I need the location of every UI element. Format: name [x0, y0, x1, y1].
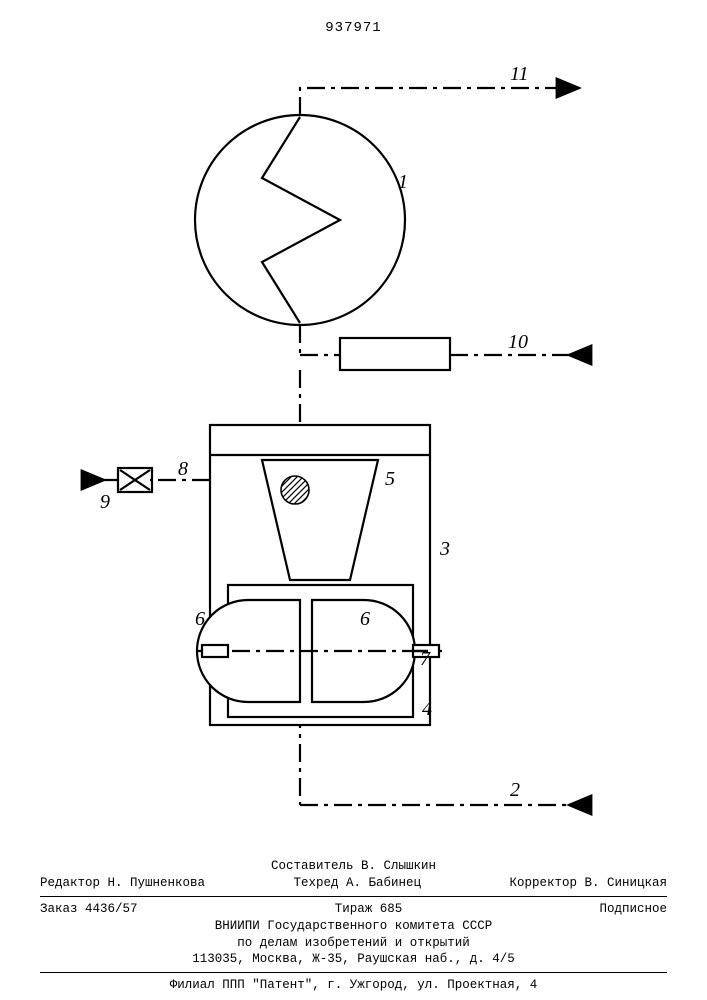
order-label: Заказ: [40, 902, 78, 916]
label-6b: 6: [360, 608, 370, 630]
org-line3: 113035, Москва, Ж-35, Раушская наб., д. …: [0, 951, 707, 968]
label-10: 10: [508, 331, 528, 353]
label-7: 7: [420, 648, 431, 670]
order-no: 4436/57: [85, 902, 138, 916]
label-4: 4: [422, 698, 432, 720]
org-line2: по делам изобретений и открытий: [0, 935, 707, 952]
label-1: 1: [398, 171, 408, 193]
tirazh-value: 685: [380, 902, 403, 916]
diagram: 1 11 10 5 3 4 7 6 6 8 9 2: [0, 0, 707, 830]
org-line1: ВНИИПИ Государственного комитета СССР: [0, 918, 707, 935]
label-3: 3: [439, 538, 450, 560]
compiler-label: Составитель: [271, 859, 354, 873]
techred-label: Техред: [293, 876, 338, 890]
label-8: 8: [178, 458, 188, 480]
patent-number: 937971: [0, 20, 707, 36]
tirazh-label: Тираж: [335, 902, 373, 916]
editor-label: Редактор: [40, 876, 100, 890]
label-11: 11: [510, 63, 529, 85]
branch-line: Филиал ППП "Патент", г. Ужгород, ул. Про…: [0, 977, 707, 994]
compiler-name: В. Слышкин: [361, 859, 436, 873]
podpisnoe: Подписное: [599, 901, 667, 918]
corrector-name: В. Синицкая: [584, 876, 667, 890]
corrector-label: Корректор: [509, 876, 577, 890]
label-5: 5: [385, 468, 395, 490]
label-2: 2: [510, 779, 520, 801]
label-9: 9: [100, 491, 110, 513]
label-6a: 6: [195, 608, 205, 630]
editor-name: Н. Пушненкова: [108, 876, 206, 890]
techred-name: А. Бабинец: [346, 876, 421, 890]
